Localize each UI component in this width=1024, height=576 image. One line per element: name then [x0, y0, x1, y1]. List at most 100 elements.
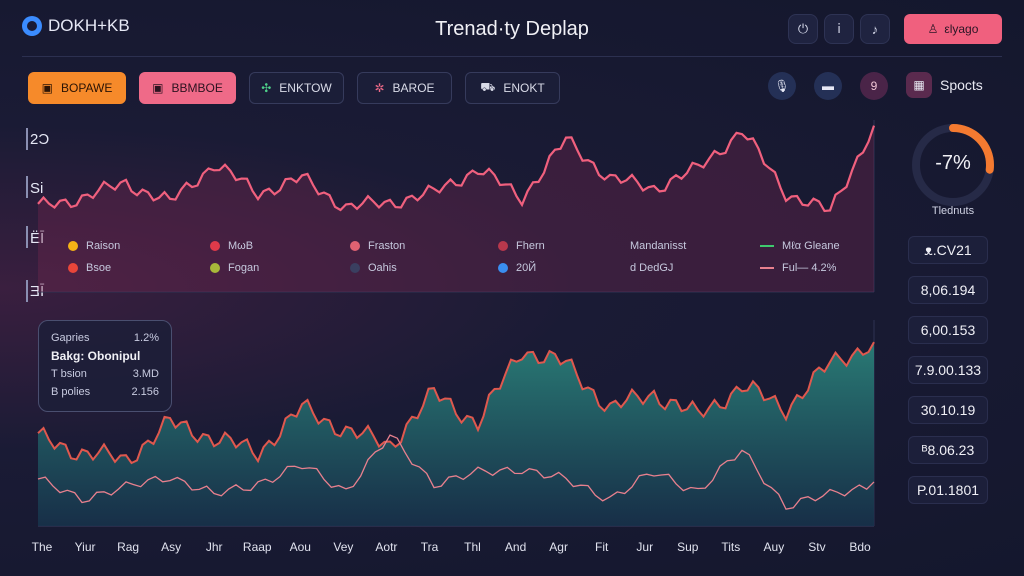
x-axis-tick-label: Aou: [289, 540, 311, 554]
legend-marker: [760, 245, 774, 247]
tooltip-row: B polies 2.156: [51, 383, 159, 401]
car-icon: ⛟: [480, 80, 496, 94]
y-axis-label: Si: [30, 180, 44, 197]
value-item[interactable]: ᴮ8.06.23: [908, 436, 988, 464]
legend-item[interactable]: Fhern: [498, 240, 545, 252]
app-logo[interactable]: DOKH+KB: [22, 16, 130, 36]
tooltip-row: Gapries 1.2%: [51, 329, 159, 347]
toolbar-button-label: ENKTOW: [279, 81, 332, 95]
legend-label: Oahis: [368, 262, 397, 274]
network-icon: ✣: [261, 81, 272, 95]
x-axis-tick-label: Bdo: [849, 540, 871, 554]
value-item[interactable]: ᴥ.CV21: [908, 236, 988, 264]
legend-item[interactable]: ΜωΒ: [210, 240, 253, 252]
grid-icon: ▦: [906, 72, 932, 98]
legend-label: Raison: [86, 240, 121, 252]
legend-item[interactable]: 20Й: [498, 262, 536, 274]
legend-label: Ful— 4.2%: [782, 262, 837, 274]
x-axis-tick-label: Fit: [595, 540, 609, 554]
y-axis-label: ƎĪ: [30, 283, 45, 300]
x-axis-tick-label: Vey: [333, 540, 354, 554]
upper-series-line: [37, 125, 876, 213]
legend-item[interactable]: Fraston: [350, 240, 405, 252]
toolbar-button-3[interactable]: ✣ ENKTOW: [249, 72, 344, 104]
x-axis-tick-label: Asy: [161, 540, 182, 554]
y-axis-tick: [26, 226, 28, 248]
legend-item[interactable]: Ful— 4.2%: [760, 262, 836, 274]
upper-area-fill: [38, 125, 874, 292]
lower-area-fill: [38, 342, 874, 526]
legend-label: Fhern: [516, 240, 545, 252]
bell-icon[interactable]: ♪: [860, 14, 890, 44]
tooltip-row: T bsion 3.MD: [51, 365, 159, 383]
legend-item[interactable]: Mandanisst: [630, 240, 686, 252]
info-icon[interactable]: ⅰ: [824, 14, 854, 44]
legend-marker: [350, 241, 360, 251]
sports-menu[interactable]: ▦ Spocts: [906, 72, 983, 98]
legend-label: Mℓα Gleane: [782, 240, 840, 252]
tooltip-label: B polies: [51, 386, 91, 398]
toolbar-button-4[interactable]: ✲ BAROE: [357, 72, 452, 104]
circle-icon-row: 🎙 ▬ 9: [768, 72, 888, 100]
primary-action-button[interactable]: ♙ εlyago: [904, 14, 1002, 44]
legend-label: ΜωΒ: [228, 240, 254, 252]
legend-label: Bsoe: [86, 262, 112, 274]
y-axis-tick: [26, 280, 28, 302]
legend-label: Fogan: [228, 262, 260, 274]
x-axis-tick-label: Aotr: [375, 540, 398, 554]
legend-item[interactable]: Mℓα Gleane: [760, 240, 840, 252]
tooltip-title: Bakg: Obonipul: [51, 349, 141, 363]
value-item[interactable]: 30.10.19: [908, 396, 988, 424]
number-icon[interactable]: 9: [860, 72, 888, 100]
legend-marker: [68, 241, 78, 251]
value-item[interactable]: 6,00.153: [908, 316, 988, 344]
gauge-arc: [912, 124, 994, 206]
header-divider: [22, 56, 1002, 57]
value-item[interactable]: 8,06.194: [908, 276, 988, 304]
toolbar-button-label: BBMBOE: [171, 81, 223, 95]
toolbar-button-2[interactable]: ▣ BBMBOE: [139, 72, 236, 104]
tooltip-label: T bsion: [51, 368, 87, 380]
value-item[interactable]: P.01.1801: [908, 476, 988, 504]
toolbar-button-5[interactable]: ⛟ ENOKT: [465, 72, 560, 104]
legend-label: Mandanisst: [630, 240, 687, 252]
legend-marker: [760, 267, 774, 269]
legend-label: Fraston: [368, 240, 406, 252]
y-axis-tick: [26, 176, 28, 198]
legend-marker: [68, 263, 78, 273]
clock-icon[interactable]: ⏻: [788, 14, 818, 44]
gauge-ring: [912, 124, 994, 206]
toolbar: ▣ BOPAWE ▣ BBMBOE ✣ ENKTOW ✲ BAROE ⛟ ENO…: [28, 72, 560, 104]
box-icon: ▣: [152, 81, 164, 95]
x-axis-tick-label: Rag: [117, 540, 140, 554]
x-axis-tick-label: Tra: [420, 540, 439, 554]
toolbar-button-1[interactable]: ▣ BOPAWE: [28, 72, 126, 104]
x-axis-tick-label: Yiur: [74, 540, 96, 554]
chart-legend: Raison ΜωΒ Fraston Fhern Mandanisst Mℓα Glean…: [68, 236, 878, 280]
lower-series-line: [37, 341, 875, 465]
video-icon[interactable]: ▬: [814, 72, 842, 100]
tooltip-value: 2.156: [131, 386, 159, 398]
logo-icon: [22, 16, 42, 36]
legend-item[interactable]: Raison: [68, 240, 120, 252]
legend-item[interactable]: Oahis: [350, 262, 397, 274]
legend-label: d DedGJ: [630, 262, 674, 274]
x-axis-tick-label: Jur: [636, 540, 654, 554]
bug-icon: ✲: [374, 81, 385, 95]
legend-item[interactable]: Fogan: [210, 262, 259, 274]
x-axis-tick-label: Agr: [549, 540, 568, 554]
value-item[interactable]: 7.9.00.133: [908, 356, 988, 384]
chart-tooltip: Gapries 1.2% Bakg: Obonipul T bsion 3.MD…: [38, 320, 172, 412]
legend-marker: [498, 241, 508, 251]
toolbar-button-label: BAROE: [392, 81, 435, 95]
tooltip-label: Gapries: [51, 332, 90, 344]
y-axis-label: ЁĪ: [30, 230, 45, 247]
legend-marker: [210, 263, 220, 273]
legend-item[interactable]: Bsoe: [68, 262, 111, 274]
legend-marker: [210, 241, 220, 251]
logo-text: DOKH+KB: [48, 16, 130, 35]
legend-item[interactable]: d DedGJ: [630, 262, 673, 274]
x-axis-tick-label: The: [31, 540, 53, 554]
toolbar-button-label: ENOKT: [503, 81, 545, 95]
mic-icon[interactable]: 🎙: [768, 72, 796, 100]
